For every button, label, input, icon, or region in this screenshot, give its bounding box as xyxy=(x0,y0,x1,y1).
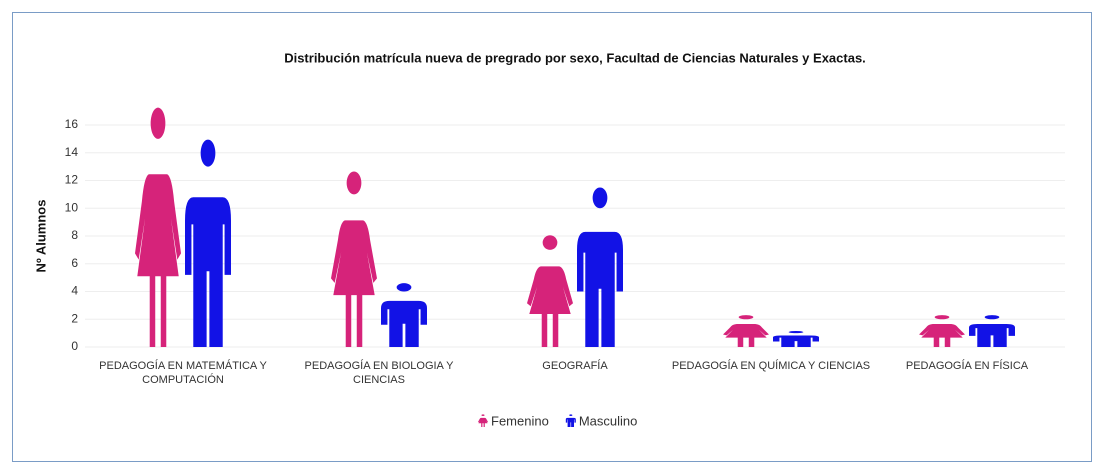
y-tick-label: 0 xyxy=(71,339,78,353)
male-icon-shape xyxy=(773,331,819,347)
female-icon xyxy=(135,107,181,348)
female-icon-shape xyxy=(723,315,769,347)
x-tick-label: PEDAGOGÍA EN BIOLOGIA Y CIENCIAS xyxy=(304,360,454,386)
legend-label: Masculino xyxy=(579,413,638,428)
female-icon xyxy=(527,235,573,347)
x-tick-label: GEOGRAFÍA xyxy=(542,360,608,372)
male-icon-shape xyxy=(381,283,427,347)
chart-title: Distribución matrícula nueva de pregrado… xyxy=(284,50,866,65)
male-icon-shape xyxy=(185,139,231,348)
female-icon xyxy=(919,315,965,347)
female-icon xyxy=(331,171,377,348)
y-tick-label: 4 xyxy=(71,284,78,298)
female-icon-shape xyxy=(331,171,377,348)
legend-label: Femenino xyxy=(491,413,549,428)
female-icon xyxy=(723,315,769,347)
female-icon-shape xyxy=(919,315,965,347)
male-icon-shape xyxy=(577,187,623,348)
y-tick-label: 10 xyxy=(65,200,79,214)
legend-marker xyxy=(565,414,576,427)
male-icon xyxy=(773,331,819,347)
x-tick-label: PEDAGOGÍA EN QUÍMICA Y CIENCIAS xyxy=(671,360,871,372)
x-tick-label: PEDAGOGÍA EN FÍSICA xyxy=(905,360,1029,372)
male-icon xyxy=(969,315,1015,347)
male-icon xyxy=(381,283,427,347)
y-tick-label: 6 xyxy=(71,256,78,270)
male-icon xyxy=(185,139,231,348)
x-tick-label: PEDAGOGÍA EN MATEMÁTICA Y COMPUTACIÓN xyxy=(99,360,267,386)
legend-marker xyxy=(478,414,488,427)
frame xyxy=(12,12,1092,462)
y-tick-label: 14 xyxy=(65,145,79,159)
male-icon xyxy=(577,187,623,348)
y-tick-label: 16 xyxy=(65,117,79,131)
female-icon-shape xyxy=(135,107,181,348)
y-tick-label: 2 xyxy=(71,311,78,325)
y-tick-label: 12 xyxy=(65,173,79,187)
female-icon-shape xyxy=(527,235,573,347)
male-icon-shape xyxy=(969,315,1015,347)
y-tick-label: 8 xyxy=(71,228,78,242)
y-axis-label: Nº Alumnos xyxy=(33,200,48,273)
